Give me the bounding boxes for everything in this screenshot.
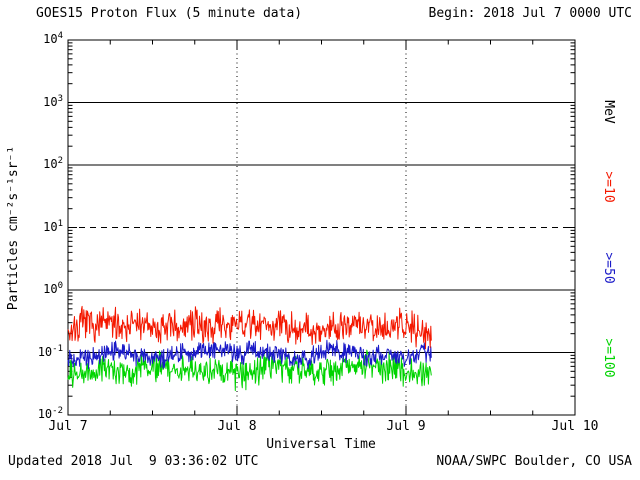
y-tick-label: 101 — [43, 218, 63, 234]
legend-ge10-label: >=10 — [601, 171, 617, 203]
credit-label: NOAA/SWPC Boulder, CO USA — [436, 454, 632, 469]
begin-time-label: Begin: 2018 Jul 7 0000 UTC — [428, 6, 633, 21]
legend-ge50-label: >=50 — [601, 252, 617, 284]
x-tick-label: Jul 8 — [217, 419, 257, 434]
flux-series-50 — [67, 339, 432, 370]
y-axis-label: Particles cm⁻²s⁻¹sr⁻¹ — [5, 145, 21, 311]
updated-timestamp: Updated 2018 Jul 9 03:36:02 UTC — [8, 454, 259, 469]
x-tick-label: Jul 10 — [551, 419, 599, 434]
plot-frame — [67, 39, 576, 416]
y-tick-label: 102 — [43, 156, 63, 171]
y-tick-label: 100 — [43, 281, 63, 296]
y-tick-label: 104 — [43, 31, 63, 46]
y-tick-label: 10-1 — [37, 343, 63, 359]
chart-title: GOES15 Proton Flux (5 minute data) — [36, 6, 303, 21]
right-axis-unit-label: MeV — [601, 100, 617, 124]
x-tick-label: Jul 7 — [48, 419, 88, 434]
x-tick-label: Jul 9 — [386, 419, 426, 434]
y-tick-label: 10-2 — [37, 406, 63, 421]
flux-series-100 — [67, 349, 432, 392]
x-axis-label: Universal Time — [266, 437, 376, 452]
flux-series-10 — [67, 305, 432, 350]
legend-ge100-label: >=100 — [601, 338, 617, 378]
y-tick-label: 103 — [43, 93, 63, 109]
